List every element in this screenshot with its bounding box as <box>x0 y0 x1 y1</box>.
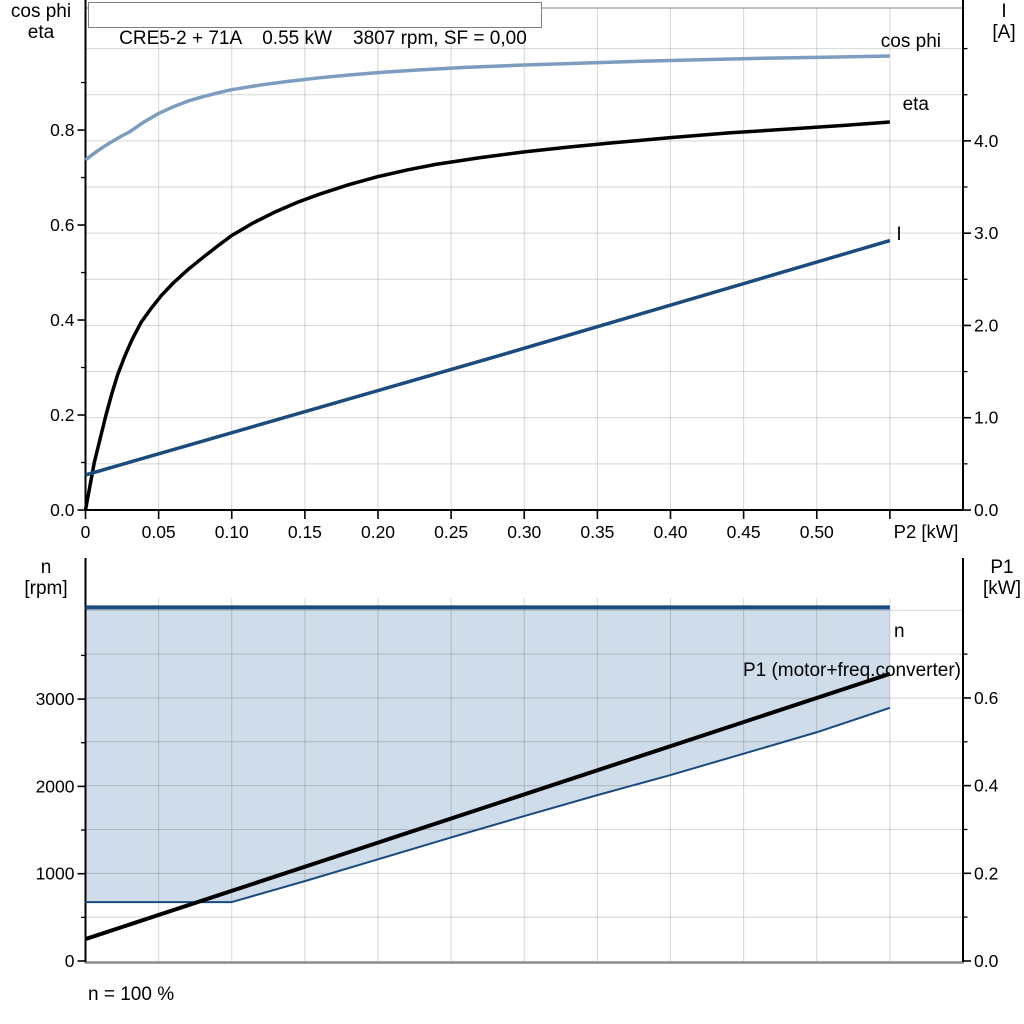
right-tick-label: 1.0 <box>974 408 999 428</box>
right-tick-label: 0.4 <box>974 776 999 796</box>
right-tick-label: 3.0 <box>974 223 999 243</box>
right-tick-label: 4.0 <box>974 131 999 151</box>
axis-title-line: eta <box>27 22 55 43</box>
left-tick-label: 1000 <box>36 864 75 884</box>
x-tick-label: 0.20 <box>361 522 395 542</box>
axis-title-line: cos phi <box>10 1 72 22</box>
left-tick-label: 0 <box>65 951 75 971</box>
area-speed-control-range <box>85 607 890 903</box>
label-i: I <box>896 224 901 245</box>
x-tick-label: 0.45 <box>727 522 761 542</box>
left-tick-label: 0.2 <box>50 405 74 425</box>
top-chart-left-axis-title: cos phi eta <box>2 1 80 43</box>
left-tick-label: 0.0 <box>50 500 75 520</box>
x-tick-label: 0.15 <box>288 522 322 542</box>
x-tick-label: 0.25 <box>434 522 468 542</box>
curve-eta <box>83 120 891 511</box>
x-tick-label: 0.10 <box>215 522 249 542</box>
label-p1: P1 (motor+freq.converter) <box>743 660 961 681</box>
grid <box>85 8 963 510</box>
axis-title-line: n <box>40 557 52 578</box>
curve-p1 <box>84 671 891 941</box>
left-tick-label: 2000 <box>36 776 75 796</box>
axis-title-line: P1 <box>990 557 1014 578</box>
label-n: n <box>894 621 905 642</box>
x-tick-label: 0 <box>81 522 91 542</box>
left-tick-label: 3000 <box>36 689 75 709</box>
x-tick-label: 0.50 <box>800 522 834 542</box>
left-tick-label: 0.4 <box>50 310 75 330</box>
right-tick-label: 2.0 <box>974 315 999 335</box>
curve-cos-phi <box>84 54 890 162</box>
chart-title-text: CRE5-2 + 71A 0.55 kW 3807 rpm, SF = 0,00 <box>119 28 527 49</box>
speed-percent-note: n = 100 % <box>88 984 175 1005</box>
bottom-chart-right-axis-title: P1 [kW] <box>970 557 1024 599</box>
right-tick-label: 0.2 <box>974 863 998 883</box>
x-tick-label: 0.05 <box>142 522 176 542</box>
curve-i <box>85 238 891 477</box>
axis-title-line: I <box>1001 1 1007 22</box>
x-tick-label: 0.35 <box>580 522 614 542</box>
right-tick-label: 0.0 <box>974 951 999 971</box>
bottom-chart-left-axis-title: n [rpm] <box>12 557 80 599</box>
speed-and-input-power: 0 1000 2000 3000 0.0 0.2 0.4 0.6 n P1 (motor+freq… <box>36 558 999 971</box>
right-tick-label: 0.6 <box>974 688 998 708</box>
top-chart-right-axis-title: I [A] <box>972 1 1024 43</box>
axis-title-line: [kW] <box>983 578 1021 599</box>
chart-title: CRE5-2 + 71A 0.55 kW 3807 rpm, SF = 0,00 <box>88 2 542 49</box>
axis-title-line: [rpm] <box>24 578 68 599</box>
left-tick-label: 0.6 <box>50 215 74 235</box>
motor-performance-curves: 0 0.05 0.10 0.15 0.20 0.25 0.30 0.35 0.40 0.45 0.5… <box>50 0 999 542</box>
x-tick-label: 0.30 <box>507 522 541 542</box>
grid <box>85 598 963 961</box>
axis-title-line: [A] <box>992 22 1016 43</box>
curve-n-min <box>85 706 891 904</box>
right-tick-label: 0.0 <box>974 500 999 520</box>
left-tick-label: 0.8 <box>50 120 74 140</box>
label-eta: eta <box>903 94 930 115</box>
x-axis-label: P2 [kW] <box>894 521 959 542</box>
label-cos-phi: cos phi <box>881 31 941 52</box>
x-tick-label: 0.40 <box>653 522 687 542</box>
